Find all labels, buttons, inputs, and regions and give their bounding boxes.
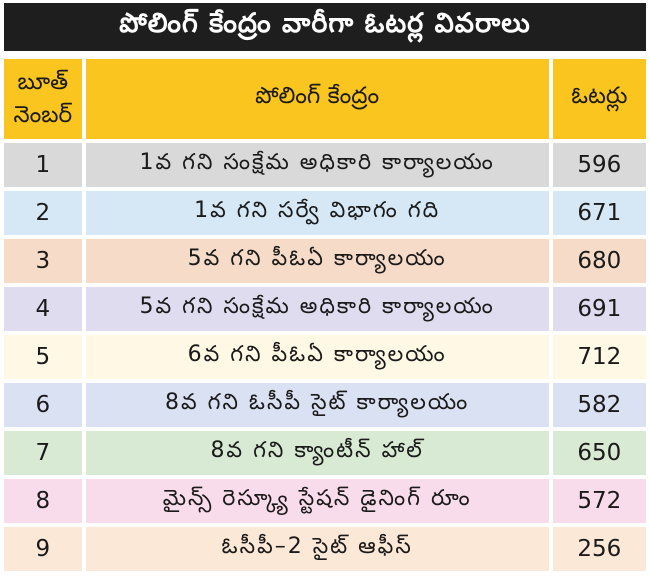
header-row: బూత్ నెంబర్ పోలింగ్ కేంద్రం ఓటర్లు: [4, 59, 646, 139]
booth-number-cell: 3: [4, 239, 82, 283]
table-row: 3 5వ గని పీఓఏ కార్యాలయం 680: [4, 239, 646, 283]
voters-cell: 256: [548, 527, 646, 571]
booth-number-cell: 4: [4, 287, 82, 331]
table-row: 2 1వ గని సర్వే విభాగం గది 671: [4, 191, 646, 235]
table-title: పోలింగ్ కేంద్రం వారీగా ఓటర్ల వివరాలు: [4, 3, 646, 51]
voters-cell: 712: [548, 335, 646, 379]
header-booth-line2: నెంబర్: [13, 102, 73, 128]
voters-cell: 596: [548, 143, 646, 187]
polling-center-cell: మైన్స్ రెస్క్యూ స్టేషన్ డైనింగ్ రూం: [81, 479, 549, 523]
header-voters: ఓటర్లు: [548, 59, 646, 139]
booth-number-cell: 8: [4, 479, 82, 523]
voters-cell: 691: [548, 287, 646, 331]
voters-cell: 582: [548, 383, 646, 427]
voters-cell: 650: [548, 431, 646, 475]
table-row: 5 6వ గని పీఓఏ కార్యాలయం 712: [4, 335, 646, 379]
polling-center-cell: 1వ గని సర్వే విభాగం గది: [81, 191, 549, 235]
voters-cell: 572: [548, 479, 646, 523]
polling-center-cell: 1వ గని సంక్షేమ అధికారి కార్యాలయం: [81, 143, 549, 187]
table-row: 9 ఓసీపీ–2 సైట్ ఆఫీస్ 256: [4, 527, 646, 571]
table-row: 4 5వ గని సంక్షేమ అధికారి కార్యాలయం 691: [4, 287, 646, 331]
voters-cell: 671: [548, 191, 646, 235]
polling-center-cell: 8వ గని క్యాంటీన్ హాల్: [81, 431, 549, 475]
header-polling-center: పోలింగ్ కేంద్రం: [81, 59, 549, 139]
table-row: 7 8వ గని క్యాంటీన్ హాల్ 650: [4, 431, 646, 475]
polling-center-cell: ఓసీపీ–2 సైట్ ఆఫీస్: [81, 527, 549, 571]
booth-number-cell: 2: [4, 191, 82, 235]
header-booth-number: బూత్ నెంబర్: [4, 59, 82, 139]
booth-number-cell: 6: [4, 383, 82, 427]
polling-center-cell: 8వ గని ఓసీపీ సైట్ కార్యాలయం: [81, 383, 549, 427]
header-booth-line1: బూత్: [17, 68, 69, 95]
booth-number-cell: 7: [4, 431, 82, 475]
booth-number-cell: 1: [4, 143, 82, 187]
table-row: 1 1వ గని సంక్షేమ అధికారి కార్యాలయం 596: [4, 143, 646, 187]
table-row: 8 మైన్స్ రెస్క్యూ స్టేషన్ డైనింగ్ రూం 572: [4, 479, 646, 523]
polling-center-cell: 6వ గని పీఓఏ కార్యాలయం: [81, 335, 549, 379]
polling-center-cell: 5వ గని సంక్షేమ అధికారి కార్యాలయం: [81, 287, 549, 331]
polling-center-cell: 5వ గని పీఓఏ కార్యాలయం: [81, 239, 549, 283]
voters-cell: 680: [548, 239, 646, 283]
polling-centers-table: బూత్ నెంబర్ పోలింగ్ కేంద్రం ఓటర్లు 1 1వ గ…: [4, 55, 646, 575]
booth-number-cell: 5: [4, 335, 82, 379]
booth-number-cell: 9: [4, 527, 82, 571]
table-row: 6 8వ గని ఓసీపీ సైట్ కార్యాలయం 582: [4, 383, 646, 427]
